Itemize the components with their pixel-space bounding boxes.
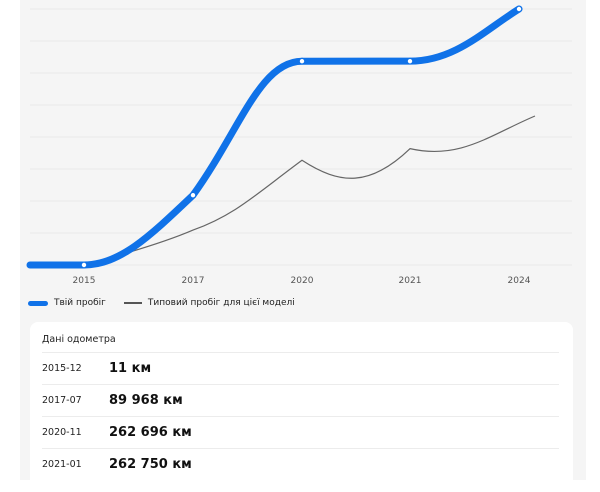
x-tick-label: 2024 xyxy=(508,276,531,286)
odometer-row: 2015-12 11 км xyxy=(42,352,559,384)
odometer-title: Дані одометра xyxy=(42,334,116,345)
x-tick-label: 2021 xyxy=(399,276,422,286)
legend-label-typical: Типовий пробіг для цієї моделі xyxy=(147,298,295,308)
odometer-row: 2021-01 262 750 км xyxy=(42,448,559,480)
data-point xyxy=(515,5,523,13)
odometer-value: 262 696 км xyxy=(109,425,192,440)
odometer-value: 89 968 км xyxy=(109,393,183,408)
data-point xyxy=(189,191,197,199)
odometer-date: 2020-11 xyxy=(42,427,82,438)
odometer-date: 2015-12 xyxy=(42,363,82,374)
odometer-rows: 2015-12 11 км 2017-07 89 968 км 2020-11 … xyxy=(42,352,559,480)
data-point xyxy=(80,261,88,269)
odometer-date: 2017-07 xyxy=(42,395,82,406)
data-point xyxy=(406,57,414,65)
legend-swatch-typical xyxy=(123,302,142,304)
data-point xyxy=(298,57,306,65)
chart-legend: Твій пробіг Типовий пробіг для цієї моде… xyxy=(28,296,295,310)
odometer-row: 2020-11 262 696 км xyxy=(42,416,559,448)
odometer-value: 262 750 км xyxy=(109,457,192,472)
my-mileage-line xyxy=(26,5,523,269)
typical-mileage-line xyxy=(30,115,536,266)
x-tick-label: 2017 xyxy=(182,276,205,286)
mileage-chart: 2015 2017 2020 2021 2024 xyxy=(26,5,572,286)
odometer-value: 11 км xyxy=(109,361,152,376)
legend-swatch-mine xyxy=(28,300,48,306)
odometer-row: 2017-07 89 968 км xyxy=(42,384,559,416)
x-axis-ticks: 2015 2017 2020 2021 2024 xyxy=(73,276,531,286)
legend-label-mine: Твій пробіг xyxy=(54,298,106,308)
odometer-card: Дані одометра 2015-12 11 км 2017-07 89 9… xyxy=(30,322,573,492)
chart-grid xyxy=(30,8,572,266)
odometer-date: 2021-01 xyxy=(42,459,82,470)
x-tick-label: 2015 xyxy=(73,276,96,286)
my-mileage-points xyxy=(80,5,523,269)
x-tick-label: 2020 xyxy=(291,276,314,286)
